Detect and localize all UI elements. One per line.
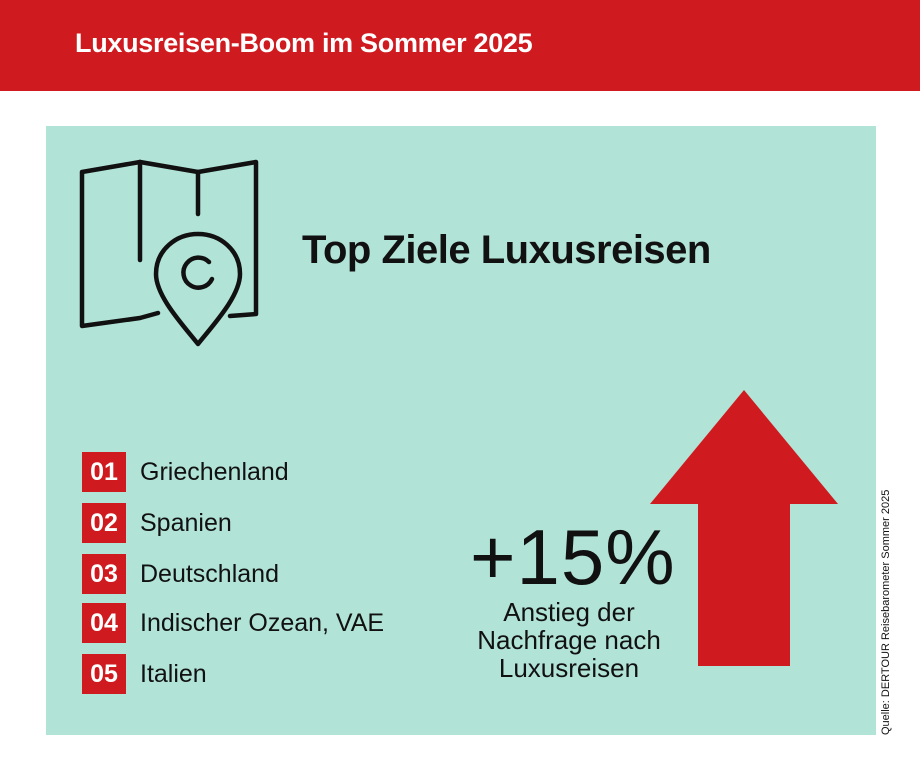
- rank-label: Spanien: [140, 509, 232, 537]
- rank-badge: 03: [82, 554, 126, 594]
- rank-label: Indischer Ozean, VAE: [140, 609, 385, 637]
- header-title: Luxusreisen-Boom im Sommer 2025: [75, 28, 533, 58]
- list-item: 03 Deutschland: [82, 554, 442, 594]
- panel-title: Top Ziele Luxusreisen: [302, 228, 711, 272]
- arrow-up-icon: [650, 390, 838, 666]
- rank-badge: 04: [82, 603, 126, 643]
- rank-badge: 01: [82, 452, 126, 492]
- map-pin-icon: [79, 159, 259, 347]
- list-item: 01 Griechenland: [82, 452, 442, 492]
- rank-label: Deutschland: [140, 560, 279, 588]
- stat-value: +15%: [470, 513, 676, 601]
- list-item: 02 Spanien: [82, 503, 442, 543]
- list-item: 04 Indischer Ozean, VAE: [82, 603, 442, 643]
- rank-badge: 02: [82, 503, 126, 543]
- rank-badge: 05: [82, 654, 126, 694]
- source-credit: Quelle: DERTOUR Reisebarometer Sommer 20…: [880, 489, 892, 735]
- stat-caption-line: Luxusreisen: [498, 653, 640, 683]
- stat-caption-line: Nachfrage nach: [477, 625, 661, 655]
- header-bar: Luxusreisen-Boom im Sommer 2025: [0, 0, 920, 91]
- list-item: 05 Italien: [82, 654, 442, 694]
- rank-label: Griechenland: [140, 458, 289, 486]
- stat-caption-line: Anstieg der: [503, 597, 635, 627]
- rank-label: Italien: [140, 660, 207, 688]
- stat-caption: Anstieg der Nachfrage nach Luxusreisen: [458, 598, 680, 682]
